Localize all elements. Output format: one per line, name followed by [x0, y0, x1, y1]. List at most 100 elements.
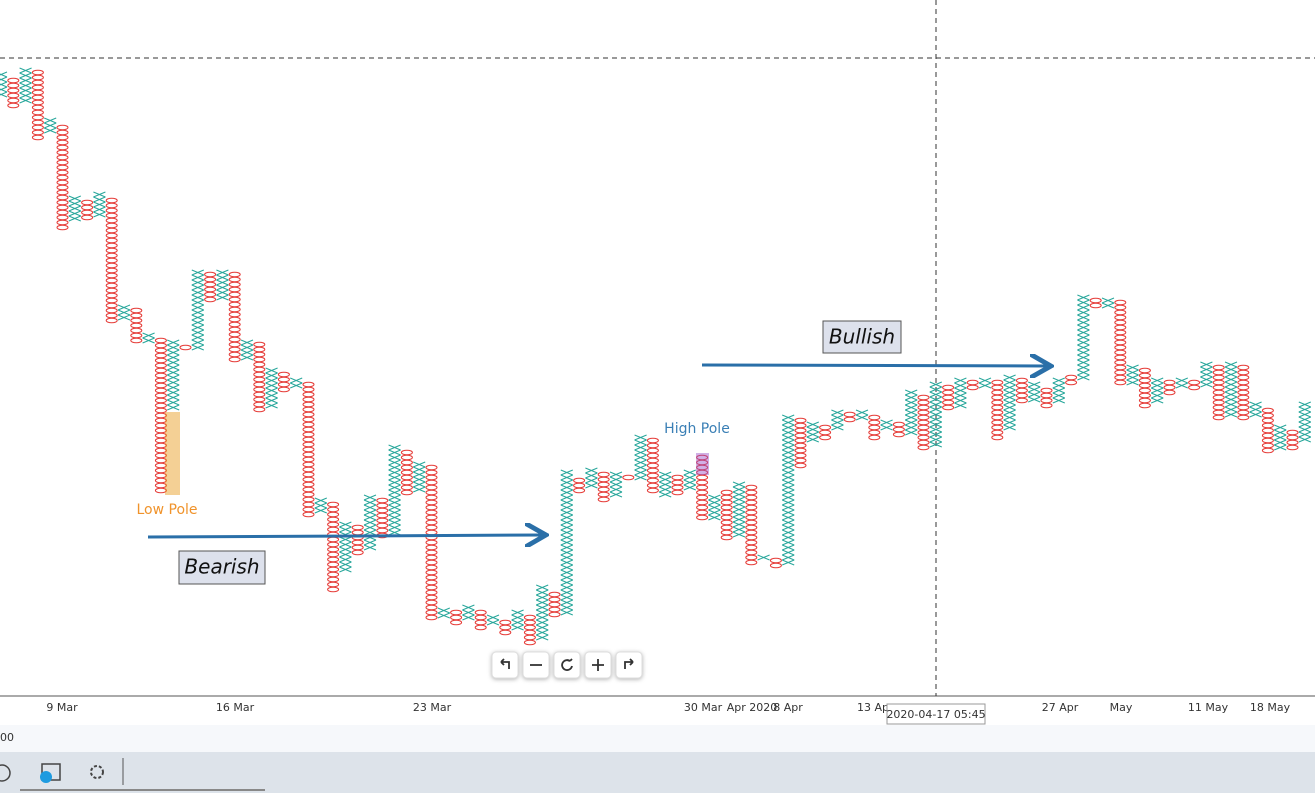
- x-box: [1224, 381, 1238, 388]
- zoom-button[interactable]: [491, 651, 519, 679]
- x-box: [536, 594, 549, 601]
- x-box: [68, 205, 81, 212]
- pf-column: [351, 524, 364, 556]
- o-box: [31, 134, 44, 141]
- x-box: [265, 367, 278, 374]
- o-box: [351, 539, 364, 546]
- o-box: [573, 487, 586, 494]
- pf-column: [1224, 361, 1238, 418]
- o-box: [1138, 392, 1151, 399]
- o-box: [228, 311, 241, 318]
- x-box: [19, 92, 32, 99]
- zoom-button[interactable]: [615, 651, 643, 679]
- x-box: [93, 191, 106, 198]
- pf-column: [253, 341, 266, 413]
- pf-column: [511, 609, 524, 631]
- o-box: [228, 271, 241, 278]
- o-box: [548, 606, 561, 613]
- o-box: [450, 609, 463, 616]
- crosshair-tooltip: [886, 703, 986, 725]
- x-box: [388, 489, 401, 496]
- o-box: [253, 376, 266, 383]
- o-box: [351, 529, 364, 536]
- x-box: [905, 429, 918, 436]
- x-box: [1175, 377, 1188, 384]
- o-box: [56, 204, 69, 211]
- o-box: [917, 439, 930, 446]
- x-box: [1126, 374, 1139, 381]
- x-box: [782, 469, 795, 476]
- x-box: [290, 377, 303, 384]
- x-box: [1077, 334, 1090, 341]
- x-box: [167, 354, 180, 361]
- o-box: [425, 489, 438, 496]
- o-box: [1212, 399, 1225, 406]
- x-box: [536, 584, 549, 591]
- pf-column: [696, 454, 709, 521]
- o-box: [302, 511, 315, 518]
- o-box: [843, 416, 856, 423]
- x-box: [388, 519, 401, 526]
- o-box: [400, 469, 413, 476]
- o-box: [1237, 369, 1250, 376]
- x-box: [732, 501, 746, 508]
- o-box: [523, 629, 536, 636]
- o-box: [253, 406, 266, 413]
- o-box: [154, 472, 167, 479]
- columns: [0, 67, 1311, 646]
- o-box: [745, 504, 758, 511]
- o-box: [917, 429, 930, 436]
- x-box: [1249, 411, 1262, 418]
- o-box: [942, 404, 955, 411]
- x-box: [68, 195, 81, 202]
- x-box: [191, 299, 204, 306]
- x-box: [1003, 374, 1016, 381]
- x-box: [191, 324, 204, 331]
- x-box: [806, 431, 819, 438]
- o-box: [499, 629, 512, 636]
- pf-column: [1089, 297, 1102, 309]
- o-box: [302, 441, 315, 448]
- pf-column: [1188, 379, 1201, 391]
- o-box: [81, 214, 94, 221]
- x-box: [388, 524, 401, 531]
- bearish-arrow: [147, 535, 543, 537]
- x-box: [117, 314, 131, 321]
- x-box: [19, 97, 32, 104]
- zoom-button[interactable]: [553, 651, 581, 679]
- o-box: [720, 499, 733, 506]
- settings-icon[interactable]: [90, 765, 104, 779]
- o-box: [105, 217, 118, 224]
- o-box: [991, 399, 1004, 406]
- x-tick-label: Apr 2020: [727, 701, 778, 714]
- x-box: [167, 359, 180, 366]
- pf-column: [671, 474, 684, 496]
- o-box: [425, 504, 438, 511]
- o-box: [720, 509, 733, 516]
- o-box: [942, 384, 955, 391]
- o-box: [81, 209, 94, 216]
- o-box: [302, 436, 315, 443]
- zoom-out-icon[interactable]: [0, 764, 11, 782]
- x-box: [93, 196, 106, 203]
- pf-column: [991, 379, 1004, 441]
- x-box: [339, 556, 352, 563]
- x-box: [363, 514, 377, 521]
- o-box: [154, 487, 167, 494]
- x-box: [782, 414, 795, 421]
- pf-column: [560, 469, 573, 616]
- x-box: [511, 614, 524, 621]
- o-box: [31, 79, 44, 86]
- o-box: [1237, 399, 1250, 406]
- x-box: [19, 87, 32, 94]
- x-box: [1052, 397, 1065, 404]
- x-box: [363, 529, 377, 536]
- o-box: [425, 614, 438, 621]
- pf-column: [450, 609, 463, 626]
- o-box: [548, 601, 561, 608]
- pf-column: [806, 421, 819, 443]
- o-box: [917, 399, 930, 406]
- o-box: [1188, 379, 1201, 386]
- x-box: [1274, 439, 1287, 446]
- o-box: [794, 442, 807, 449]
